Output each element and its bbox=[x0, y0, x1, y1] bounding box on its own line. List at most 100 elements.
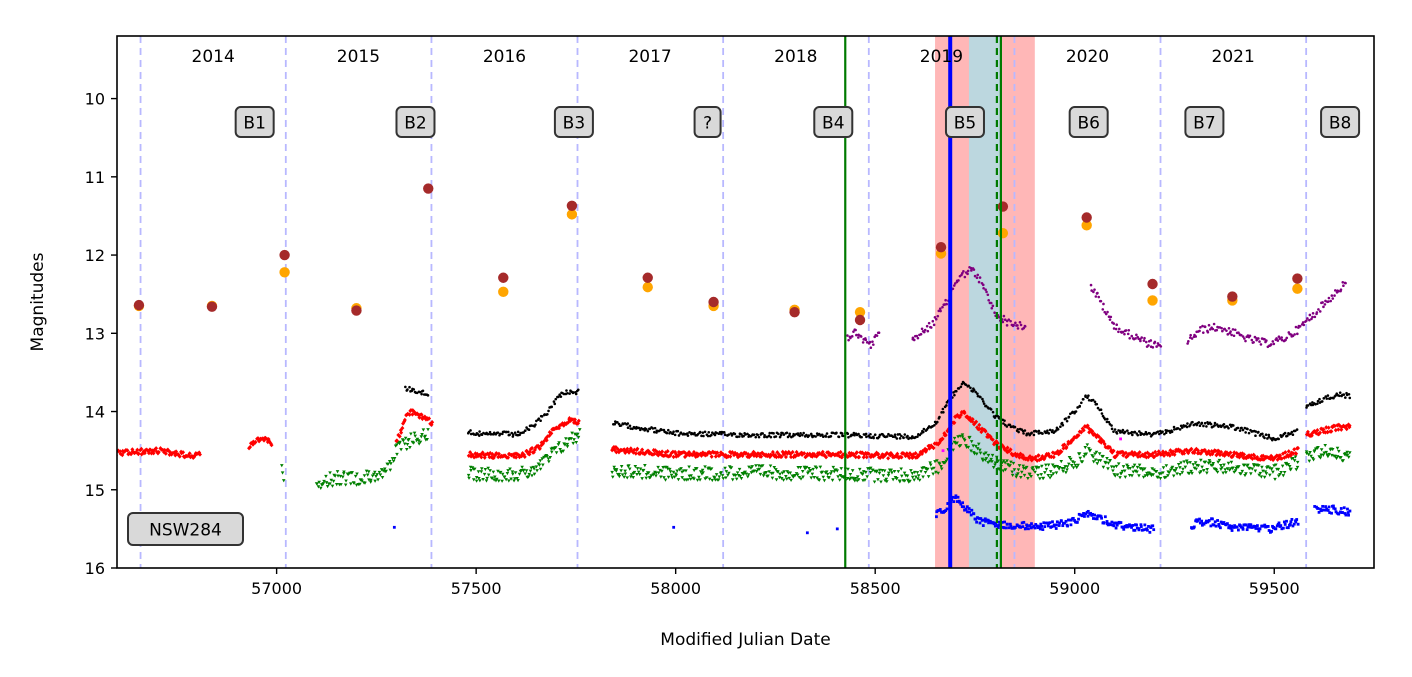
blue-curve-point-74 bbox=[1004, 526, 1008, 530]
black-curve-point-690 bbox=[1311, 401, 1314, 404]
purple-curve-point-187 bbox=[1189, 333, 1192, 337]
black-curve-point-203 bbox=[720, 432, 723, 436]
green-curve-point-277 bbox=[658, 468, 662, 473]
purple-curve-point-53 bbox=[941, 305, 944, 309]
red-curve-point-51 bbox=[162, 447, 167, 453]
green-curve-point-233 bbox=[614, 469, 619, 473]
black-curve-point-457 bbox=[1023, 429, 1027, 432]
green-curve-point-80 bbox=[391, 459, 396, 463]
green-curve-point-861 bbox=[1240, 469, 1245, 474]
purple-curve-point-16 bbox=[864, 338, 868, 342]
black-curve-point-247 bbox=[772, 432, 775, 435]
green-curve-point-190 bbox=[540, 457, 545, 461]
blue-curve-point-330 bbox=[1296, 522, 1300, 526]
red-curve-point-86 bbox=[197, 452, 202, 457]
green-curve-point-145 bbox=[494, 477, 499, 481]
green-curve-point-589 bbox=[969, 449, 973, 453]
data-layer bbox=[117, 36, 1352, 568]
green-curve-point-52 bbox=[363, 481, 367, 485]
green-curve-point-957 bbox=[1343, 452, 1348, 456]
black-curve-point-586 bbox=[1178, 428, 1182, 431]
blue-curve-point-127 bbox=[1057, 524, 1061, 527]
green-curve-point-530 bbox=[910, 472, 915, 476]
purple-curve-point-88 bbox=[982, 286, 985, 290]
purple-curve-point-140 bbox=[1108, 318, 1112, 321]
green-curve-point-752 bbox=[1131, 470, 1136, 474]
star-label: NSW284 bbox=[149, 521, 222, 541]
blue-curve-point-219 bbox=[1149, 526, 1153, 529]
green-curve-point-552 bbox=[932, 466, 936, 470]
black-curve-point-489 bbox=[1061, 423, 1065, 427]
green-curve-point-678 bbox=[1057, 465, 1062, 470]
green-curve-point-127 bbox=[477, 476, 481, 481]
green-curve-point-250 bbox=[631, 475, 636, 480]
purple-curve-point-12 bbox=[859, 335, 863, 338]
green-curve-point-885 bbox=[1264, 472, 1269, 476]
blue-curve-point-331 bbox=[1313, 505, 1317, 508]
blue-curve-point-282 bbox=[1248, 525, 1252, 529]
green-curve-point-645 bbox=[1024, 465, 1029, 470]
green-curve-point-610 bbox=[990, 460, 994, 464]
purple-curve-point-22 bbox=[872, 343, 875, 346]
purple-curve-point-81 bbox=[973, 274, 977, 278]
black-curve-point-215 bbox=[733, 432, 737, 436]
green-curve-point-187 bbox=[537, 463, 542, 467]
blue-curve-point-320 bbox=[1286, 526, 1290, 530]
green-curve-point-434 bbox=[814, 466, 819, 470]
green-curve-point-709 bbox=[1088, 448, 1093, 452]
black-curve-point-518 bbox=[1096, 406, 1100, 410]
green-curve-point-643 bbox=[1022, 473, 1027, 478]
black-curve-point-718 bbox=[1344, 396, 1347, 399]
red-curve-point-628 bbox=[977, 426, 982, 432]
green-curve-point-951 bbox=[1337, 449, 1341, 454]
green-curve-point-49 bbox=[360, 479, 364, 483]
red-curve-point-641 bbox=[990, 437, 995, 442]
green-curve-point-607 bbox=[986, 453, 991, 458]
black-curve-point-269 bbox=[798, 434, 802, 438]
blue-curve-point-206 bbox=[1135, 526, 1139, 530]
green-curve-point-109 bbox=[420, 433, 424, 437]
green-curve-point-67 bbox=[378, 473, 383, 477]
purple-curve-point-138 bbox=[1106, 310, 1109, 314]
blue-curve-point-47 bbox=[977, 517, 981, 520]
green-curve-point-243 bbox=[623, 472, 628, 476]
green-curve-point-863 bbox=[1242, 463, 1247, 467]
green-curve-point-107 bbox=[418, 440, 423, 444]
blue-curve-point-314 bbox=[1280, 527, 1284, 531]
blue-curve-point-130 bbox=[1059, 519, 1063, 523]
blue-curve-point-50 bbox=[980, 518, 984, 522]
black-curve-point-331 bbox=[872, 436, 875, 440]
black-curve-point-96 bbox=[558, 393, 561, 397]
black-curve-point-202 bbox=[718, 430, 722, 434]
green-curve-point-715 bbox=[1094, 450, 1099, 455]
green-curve-point-20 bbox=[331, 479, 336, 483]
green-curve-point-408 bbox=[788, 471, 793, 475]
red-curve-point-833 bbox=[1182, 451, 1187, 456]
purple-curve-point-310 bbox=[1337, 289, 1340, 293]
green-curve-point-496 bbox=[876, 478, 880, 482]
green-curve-point-937 bbox=[1323, 443, 1328, 448]
red-curve-point-94 bbox=[253, 439, 258, 445]
blue-curve-point-38 bbox=[968, 510, 972, 514]
blue-curve-point-147 bbox=[1077, 517, 1080, 521]
purple-curve-point-244 bbox=[1258, 340, 1261, 343]
purple-curve-point-0 bbox=[846, 334, 849, 337]
black-curve-point-706 bbox=[1329, 396, 1332, 400]
black-curve-point-397 bbox=[952, 391, 955, 394]
black-curve-point-147 bbox=[653, 430, 656, 434]
black-curve-point-93 bbox=[554, 397, 558, 401]
green-curve-point-269 bbox=[649, 474, 654, 478]
green-curve-point-7 bbox=[318, 486, 323, 491]
green-curve-point-624 bbox=[1003, 468, 1008, 472]
green-curve-point-334 bbox=[714, 473, 719, 477]
green-curve-point-315 bbox=[695, 478, 700, 482]
green-curve-point-318 bbox=[698, 470, 703, 474]
blue-curve-point-34 bbox=[964, 507, 968, 511]
black-curve-point-103 bbox=[566, 391, 569, 395]
orange-points-point-4 bbox=[498, 286, 509, 298]
green-curve-point-298 bbox=[679, 467, 683, 471]
purple-curve-point-230 bbox=[1241, 335, 1245, 338]
black-curve-point-547 bbox=[1131, 433, 1134, 437]
red-curve-point-803 bbox=[1152, 454, 1157, 459]
blue-curve-point-185 bbox=[1114, 521, 1118, 525]
